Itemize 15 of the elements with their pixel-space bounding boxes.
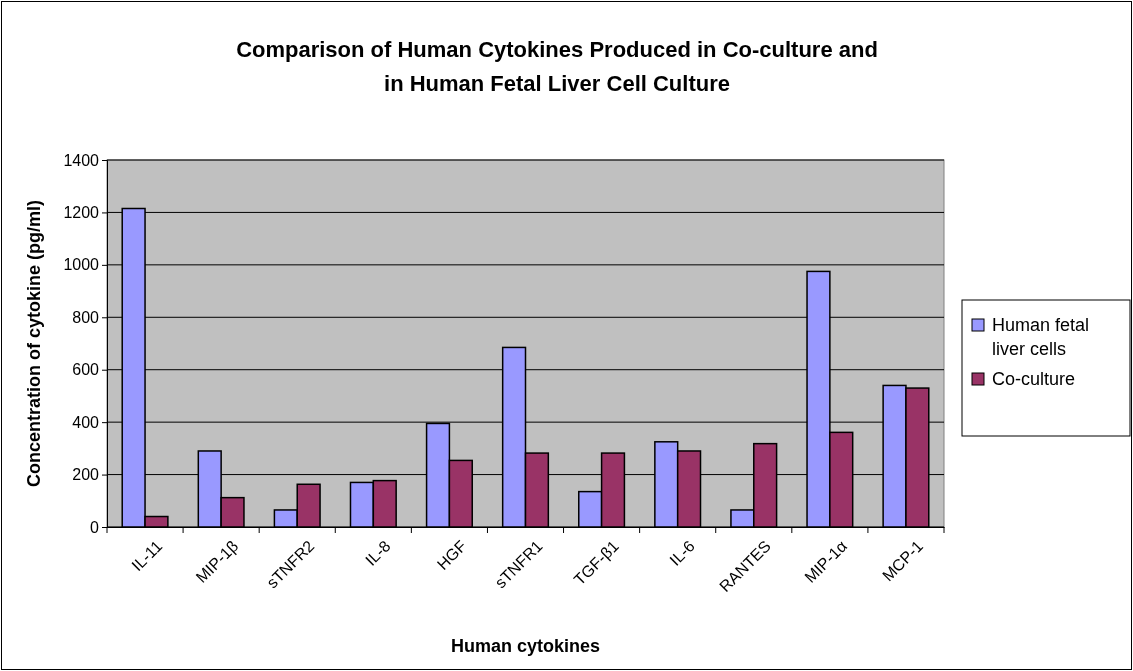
x-axis-title: Human cytokines	[450, 636, 601, 656]
y-tick-label: 0	[90, 518, 100, 536]
y-tick-label: 800	[72, 308, 100, 326]
y-tick-label: 1400	[63, 151, 100, 169]
legend-label: Human fetal liver cells	[992, 315, 1090, 359]
x-tick-label: IL-6	[666, 537, 699, 569]
y-tick-label: 1200	[63, 204, 100, 222]
y-tick-label: 1000	[63, 256, 100, 274]
y-tick-label: 200	[72, 466, 100, 484]
y-tick-label: 400	[72, 413, 100, 431]
chart-title: Comparison of Human Cytokines Produced in Co-culture and in Human Fetal Liver Cell Culture	[236, 37, 878, 96]
x-tick-label: IL-8	[362, 537, 394, 569]
y-axis-title: Concentration of cytokine (pg/ml)	[24, 199, 44, 488]
y-tick-label: 600	[72, 361, 100, 379]
legend-label: Co-culture	[992, 369, 1076, 389]
